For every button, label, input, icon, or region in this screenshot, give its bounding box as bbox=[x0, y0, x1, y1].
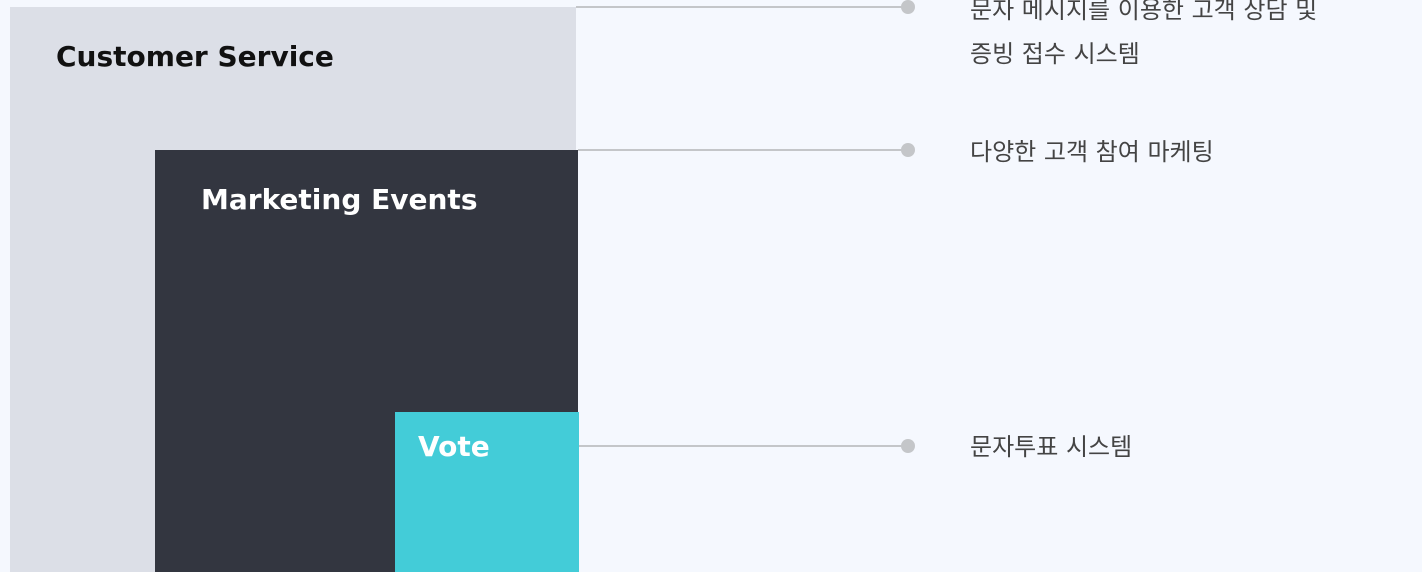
connector-dot bbox=[901, 439, 915, 453]
block-label: Vote bbox=[418, 430, 490, 463]
block-description: 다양한 고객 참여 마케팅 bbox=[970, 138, 1214, 166]
vote-block bbox=[395, 412, 579, 572]
connector-dot bbox=[901, 143, 915, 157]
connector-dot bbox=[901, 0, 915, 14]
block-label: Customer Service bbox=[56, 40, 334, 73]
connector bbox=[576, 6, 908, 8]
connector bbox=[579, 445, 908, 447]
connector bbox=[578, 149, 908, 151]
block-description: 문자 메시지를 이용한 고객 상담 및 증빙 접수 시스템 bbox=[970, 0, 1318, 68]
block-label: Marketing Events bbox=[201, 183, 478, 216]
block-description: 문자투표 시스템 bbox=[970, 433, 1133, 461]
